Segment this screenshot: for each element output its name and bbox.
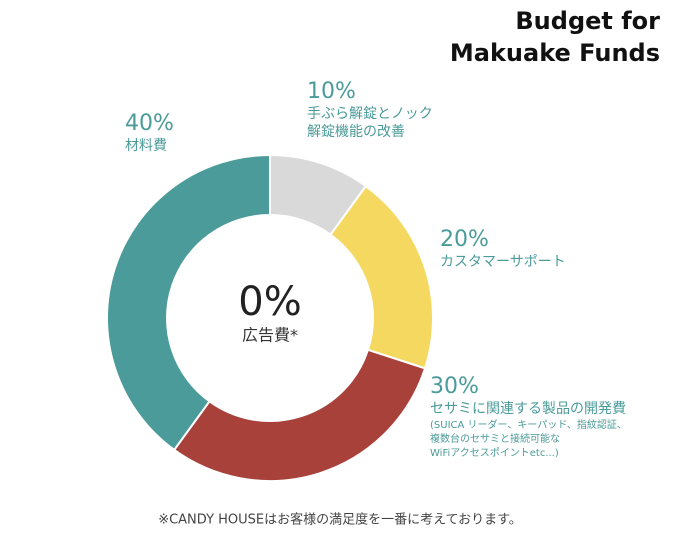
chart-title: Budget for bbox=[515, 7, 660, 35]
donut-segment bbox=[172, 348, 427, 482]
value-label: 10% bbox=[307, 79, 356, 104]
category-label: 手ぶら解錠とノック bbox=[307, 106, 433, 122]
center-value: 0% bbox=[238, 279, 301, 325]
category-label: 材料費 bbox=[125, 138, 167, 154]
donut-segment bbox=[106, 153, 271, 452]
category-detail: WiFiアクセスポイントetc...) bbox=[430, 447, 559, 459]
footnote: ※CANDY HOUSEはお客様の満足度を一番に考えております。 bbox=[158, 512, 522, 528]
category-detail: 複数台のセサミと接続可能な bbox=[430, 432, 560, 445]
value-label: 20% bbox=[440, 227, 489, 252]
category-label: カスタマーサポート bbox=[440, 254, 566, 270]
category-label: 解錠機能の改善 bbox=[307, 124, 405, 140]
center-label: 広告費* bbox=[242, 326, 298, 345]
donut-segment bbox=[329, 184, 434, 370]
category-label: セサミに関連する製品の開発費 bbox=[430, 401, 626, 417]
value-label: 40% bbox=[125, 111, 174, 136]
chart-title: Makuake Funds bbox=[450, 39, 660, 67]
value-label: 30% bbox=[430, 374, 479, 399]
category-detail: (SUICA リーダー、キーパッド、指紋認証、 bbox=[430, 418, 627, 431]
